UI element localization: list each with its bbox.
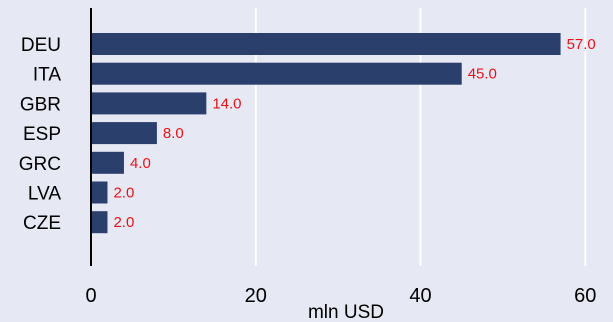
bar-cze	[91, 211, 108, 234]
category-label-grc: GRC	[19, 154, 61, 175]
x-tick-label: 60	[574, 285, 596, 307]
data-label-grc: 4.0	[130, 155, 151, 172]
data-labels: 57.0 45.0 14.0 8.0 4.0 2.0 2.0	[113, 36, 595, 231]
category-labels: DEU ITA GBR ESP GRC LVA CZE	[19, 35, 62, 234]
data-label-cze: 2.0	[113, 214, 134, 231]
bar-esp	[91, 122, 157, 145]
data-label-lva: 2.0	[113, 185, 134, 202]
data-label-esp: 8.0	[163, 125, 184, 142]
data-label-deu: 57.0	[567, 36, 596, 53]
bar-deu	[91, 33, 561, 55]
x-tick-labels: 0 20 40 60	[85, 285, 596, 307]
x-tick-label: 40	[409, 285, 431, 307]
bar-ita	[91, 62, 462, 85]
bar-gbr	[91, 92, 207, 115]
bars	[91, 33, 561, 234]
x-tick-label: 0	[85, 285, 96, 307]
x-axis-label: mln USD	[308, 302, 384, 322]
category-label-lva: LVA	[28, 184, 61, 205]
category-label-cze: CZE	[23, 213, 61, 234]
bar-grc	[91, 151, 124, 174]
data-label-gbr: 14.0	[212, 95, 241, 112]
x-tick-label: 20	[245, 285, 267, 307]
category-label-gbr: GBR	[20, 94, 61, 115]
category-label-ita: ITA	[33, 65, 61, 86]
category-label-deu: DEU	[21, 35, 61, 56]
category-label-esp: ESP	[23, 124, 61, 145]
data-label-ita: 45.0	[468, 66, 497, 83]
bar-lva	[91, 181, 108, 204]
